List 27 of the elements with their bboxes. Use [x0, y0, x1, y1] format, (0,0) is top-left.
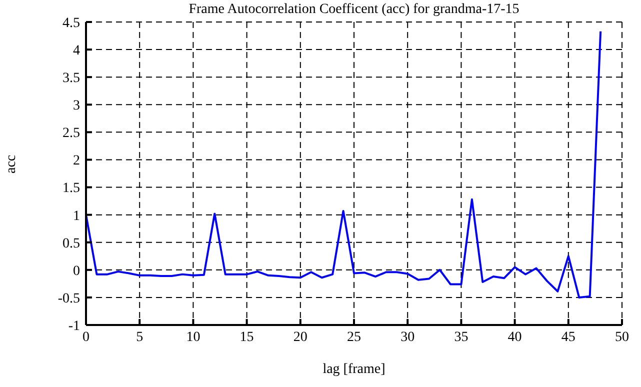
- x-tick-label: 20: [293, 330, 308, 345]
- y-tick-label: 2: [73, 154, 80, 169]
- y-tick-label: 3: [73, 98, 80, 114]
- y-tick-label: 1.5: [62, 181, 80, 196]
- y-tick-label: 4: [73, 44, 80, 59]
- x-tick-label: 5: [136, 330, 144, 345]
- x-tick-label: 45: [561, 330, 576, 345]
- y-tick-label: 1: [73, 208, 80, 224]
- x-tick-label: 10: [186, 330, 200, 345]
- y-tick-label: -0.5: [58, 291, 80, 306]
- x-tick-label: 0: [82, 330, 90, 345]
- x-tick-label: 15: [240, 330, 254, 345]
- y-axis-title: acc: [4, 154, 19, 174]
- x-tick-label: 40: [508, 330, 522, 345]
- y-tick-label: -1: [68, 318, 80, 334]
- y-tick-label: 0.5: [62, 236, 80, 252]
- x-tick-label: 50: [615, 330, 629, 345]
- x-tick-label: 30: [400, 330, 415, 345]
- x-axis-title: lag [frame]: [322, 362, 386, 377]
- x-tick-label: 25: [347, 330, 361, 345]
- line-series: [86, 30, 602, 298]
- y-tick-label: 3.5: [62, 71, 80, 86]
- chart-title: Frame Autocorrelation Coefficent (acc) for grandma-17-15: [188, 2, 520, 18]
- y-tick-label: 4.5: [62, 16, 80, 31]
- y-tick-label: 0: [73, 264, 80, 279]
- y-tick-label: 2.5: [62, 126, 80, 142]
- x-tick-label: 35: [454, 330, 468, 345]
